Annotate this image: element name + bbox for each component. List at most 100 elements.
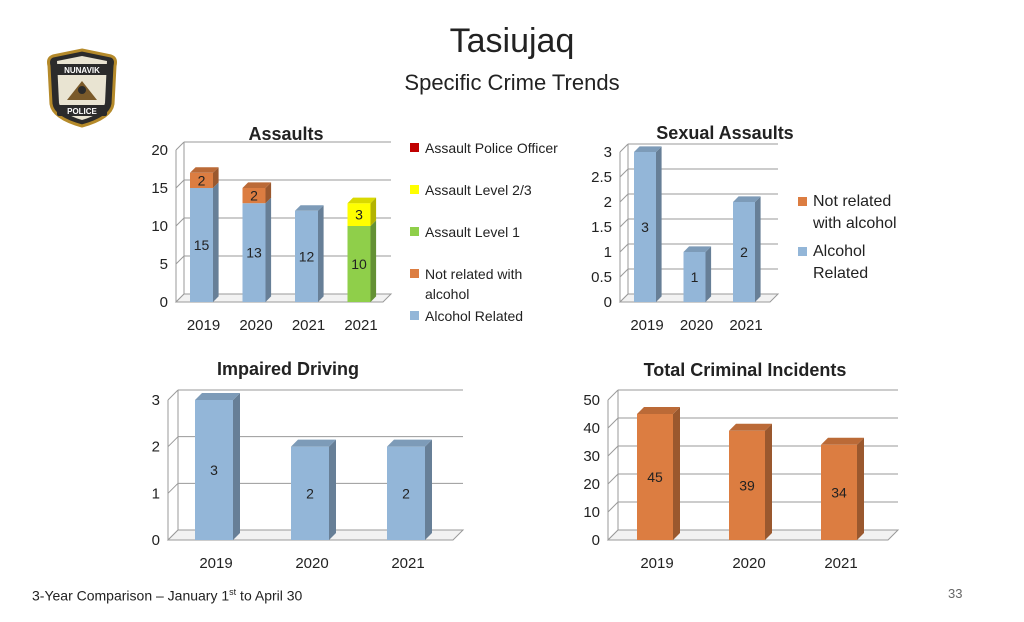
bar [291,446,329,540]
x-tick-label: 2021 [391,555,424,572]
gridline-depth [167,389,179,401]
data-label: 2 [740,244,748,260]
legend-swatch [410,185,419,194]
data-label: 2 [306,485,314,501]
data-label: 39 [739,477,755,493]
legend-swatch [410,269,419,278]
bar-side [370,197,377,226]
gridline-depth [175,179,185,189]
gridline-depth [619,243,629,253]
bar-top [821,437,864,445]
data-label: 10 [351,256,367,272]
bar-side [213,167,219,188]
y-tick-label: 0 [604,294,612,311]
bar [195,400,233,540]
legend-swatch [410,143,419,152]
data-label: 12 [299,248,315,264]
x-tick-label: 2019 [187,317,220,334]
bar-side [233,393,240,540]
bar [634,152,656,302]
bar-top [190,167,219,173]
bar-top [733,196,761,202]
y-tick-label: 0.5 [591,269,612,286]
y-tick-label: 2 [152,439,160,456]
svg-text:POLICE: POLICE [67,107,97,116]
legend-swatch [410,311,419,320]
bar-side [765,423,772,540]
legend-item-alcohol-related: Alcohol Related [410,306,560,326]
legend-label: Not related with alcohol [813,193,897,232]
x-tick-label: 2019 [199,555,232,572]
gridline-depth [607,501,619,513]
y-tick-label: 30 [583,448,600,465]
sexual-assaults-legend: Not related with alcohol Alcohol Related [798,191,918,285]
y-tick-label: 3 [152,392,160,409]
bar-side [755,196,761,302]
footer-suffix: to April 30 [236,587,303,604]
legend-label: Assault Level 2/3 [425,182,532,198]
bar [733,202,755,302]
bar [347,203,371,226]
y-tick-label: 0 [592,532,600,549]
legend-item-assault-level-2-3: Assault Level 2/3 [410,180,560,222]
assaults-legend: Assault Police Officer Assault Level 2/3… [410,138,560,326]
data-label: 13 [246,245,262,261]
bar [242,188,266,204]
data-label: 3 [355,207,363,223]
y-tick-label: 5 [160,256,168,273]
bar-top [242,182,272,188]
bar-top [291,439,336,447]
data-label: 34 [831,484,847,500]
legend-item-alcohol-related: Alcohol Related [798,241,878,285]
x-tick-label: 2020 [239,317,272,334]
total-incidents-chart-title: Total Criminal Incidents [643,360,847,380]
total-incidents-chart: 0 10 20 30 40 50 45 2019 39 2020 34 2021 [583,389,900,572]
page-number: 33 [948,586,963,601]
x-tick-label: 2021 [344,317,377,334]
x-tick-label: 2020 [732,555,765,572]
x-tick-label: 2020 [680,317,713,334]
y-tick-label: 2.5 [591,169,612,186]
legend-swatch [798,247,807,256]
bar-side [705,246,712,302]
legend-item-not-related: Not related with alcohol [798,191,918,241]
y-tick-label: 20 [151,142,168,159]
y-tick-label: 20 [583,476,600,493]
y-tick-label: 2 [604,194,612,211]
bar-top [387,439,432,447]
impaired-driving-chart-title: Impaired Driving [216,359,360,379]
sexual-assaults-chart: 0 0.5 1 1.5 2 2.5 3 3 2019 1 2020 2 2021 [591,143,780,334]
bar [242,203,266,302]
data-label: 3 [641,219,649,235]
bar [387,446,425,540]
gridline-depth [607,445,619,457]
x-tick-label: 2020 [295,555,328,572]
assaults-chart: 0 5 10 15 20 15 2 2019 13 2 2020 12 2021 10 3 2021 [151,141,393,334]
police-badge-icon: NUNAVIK POLICE [47,48,117,128]
bar [683,252,706,302]
gridline-depth [175,217,185,227]
bar [347,226,371,302]
legend-label: Assault Police Officer [425,140,558,156]
gridline-depth [167,436,179,448]
gridline-depth [619,268,629,278]
impaired-driving-chart: 0 1 2 3 3 2019 2 2020 2 2021 [152,389,465,572]
svg-text:NUNAVIK: NUNAVIK [64,66,100,75]
data-label: 3 [210,462,218,478]
y-tick-label: 1 [604,244,612,261]
bar-side [265,197,272,302]
bar-top [683,246,712,252]
footer-note: 3-Year Comparison – January 1st to April… [32,587,302,604]
bar-top [729,423,772,431]
bar-side [370,220,377,302]
bar [729,430,765,540]
bar-top [634,146,662,152]
bar-side [425,439,432,540]
bar-top [195,393,240,400]
bar [190,172,213,188]
gridline-depth [607,389,619,401]
x-tick-label: 2019 [630,317,663,334]
y-tick-label: 3 [604,144,612,161]
legend-label: Not related with alcohol [425,266,523,302]
legend-swatch [798,197,807,206]
